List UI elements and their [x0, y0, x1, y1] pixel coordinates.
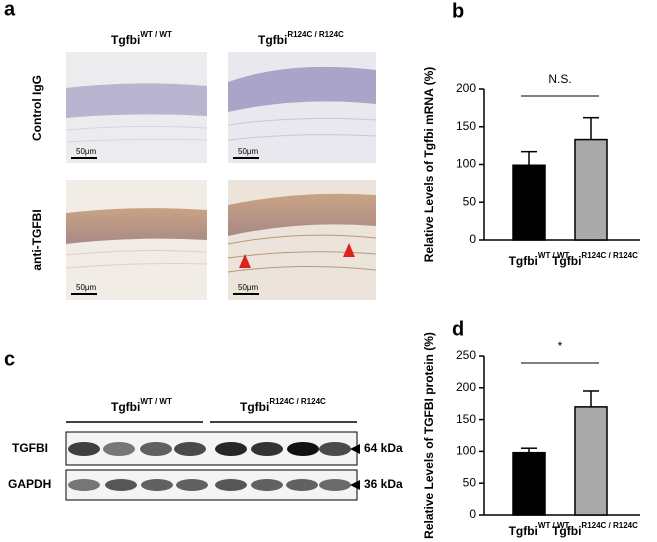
category: Tgfbi	[552, 254, 581, 268]
y-tick-label: 50	[463, 194, 477, 208]
x-tick-label: TgfbiWT / WT	[509, 251, 570, 268]
category: Tgfbi	[509, 524, 538, 538]
category-sup: WT / WT	[538, 251, 570, 260]
scale-label: 50μm	[238, 147, 259, 156]
category-sup: R124C / R124C	[581, 251, 638, 260]
panel-letter: c	[4, 348, 15, 370]
column-header: TgfbiWT / WT	[111, 397, 172, 414]
y-tick-label: 100	[456, 157, 476, 171]
y-tick-label: 200	[456, 81, 476, 95]
micrograph	[65, 52, 377, 300]
row-label: anti-TGFBI	[30, 209, 44, 270]
column-header: TgfbiR124C / R124C	[258, 30, 344, 47]
band	[251, 442, 283, 456]
band	[174, 442, 206, 456]
band	[287, 442, 319, 456]
y-tick-label: 200	[456, 380, 476, 394]
row-label: Control IgG	[30, 75, 44, 141]
band	[140, 442, 172, 456]
annotation: N.S.	[548, 72, 571, 86]
band	[141, 479, 173, 491]
band	[319, 479, 351, 491]
band	[68, 479, 100, 491]
row-label: GAPDH	[8, 477, 51, 491]
annotation: *	[558, 339, 563, 353]
column-header: TgfbiR124C / R124C	[240, 397, 326, 414]
scale-label: 50μm	[76, 283, 97, 292]
band	[319, 442, 351, 456]
panel-letter: d	[452, 318, 464, 340]
band	[215, 479, 247, 491]
category-sup: R124C / R124C	[581, 521, 638, 530]
band	[176, 479, 208, 491]
bar	[512, 164, 546, 241]
y-axis-label: Relative Levels of Tgfbi mRNA (%)	[422, 67, 436, 263]
y-tick-label: 150	[456, 412, 476, 426]
scale-bars: 50μm 50μm 50μm 50μm	[71, 147, 259, 295]
category: Tgfbi	[509, 254, 538, 268]
bar	[512, 451, 546, 516]
y-tick-label: 150	[456, 119, 476, 133]
size-label: 36 kDa	[364, 477, 403, 491]
y-axis-label: Relative Levels of TGFBI protein (%)	[422, 332, 436, 539]
column-header: TgfbiWT / WT	[111, 30, 172, 47]
y-tick-label: 50	[463, 475, 477, 489]
bar	[574, 406, 608, 516]
category-sup: WT / WT	[538, 521, 570, 530]
row-label: TGFBI	[12, 441, 48, 455]
y-tick-label: 100	[456, 444, 476, 458]
band	[251, 479, 283, 491]
bands	[68, 442, 351, 491]
panel-letter: b	[452, 0, 464, 22]
category: Tgfbi	[552, 524, 581, 538]
arrow	[350, 444, 360, 490]
x-tick-label: TgfbiWT / WT	[509, 521, 570, 538]
band	[68, 442, 100, 456]
size-label: 64 kDa	[364, 441, 403, 455]
band	[105, 479, 137, 491]
band	[103, 442, 135, 456]
panel-letter: a	[4, 0, 16, 20]
scale-label: 50μm	[76, 147, 97, 156]
band	[215, 442, 247, 456]
x-tick-label: TgfbiR124C / R124C	[552, 251, 638, 268]
y-tick-label: 250	[456, 348, 476, 362]
band	[286, 479, 318, 491]
scale-label: 50μm	[238, 283, 259, 292]
bar	[574, 138, 608, 241]
x-tick-label: TgfbiR124C / R124C	[552, 521, 638, 538]
y-tick-label: 0	[469, 507, 476, 521]
y-tick-label: 0	[469, 232, 476, 246]
